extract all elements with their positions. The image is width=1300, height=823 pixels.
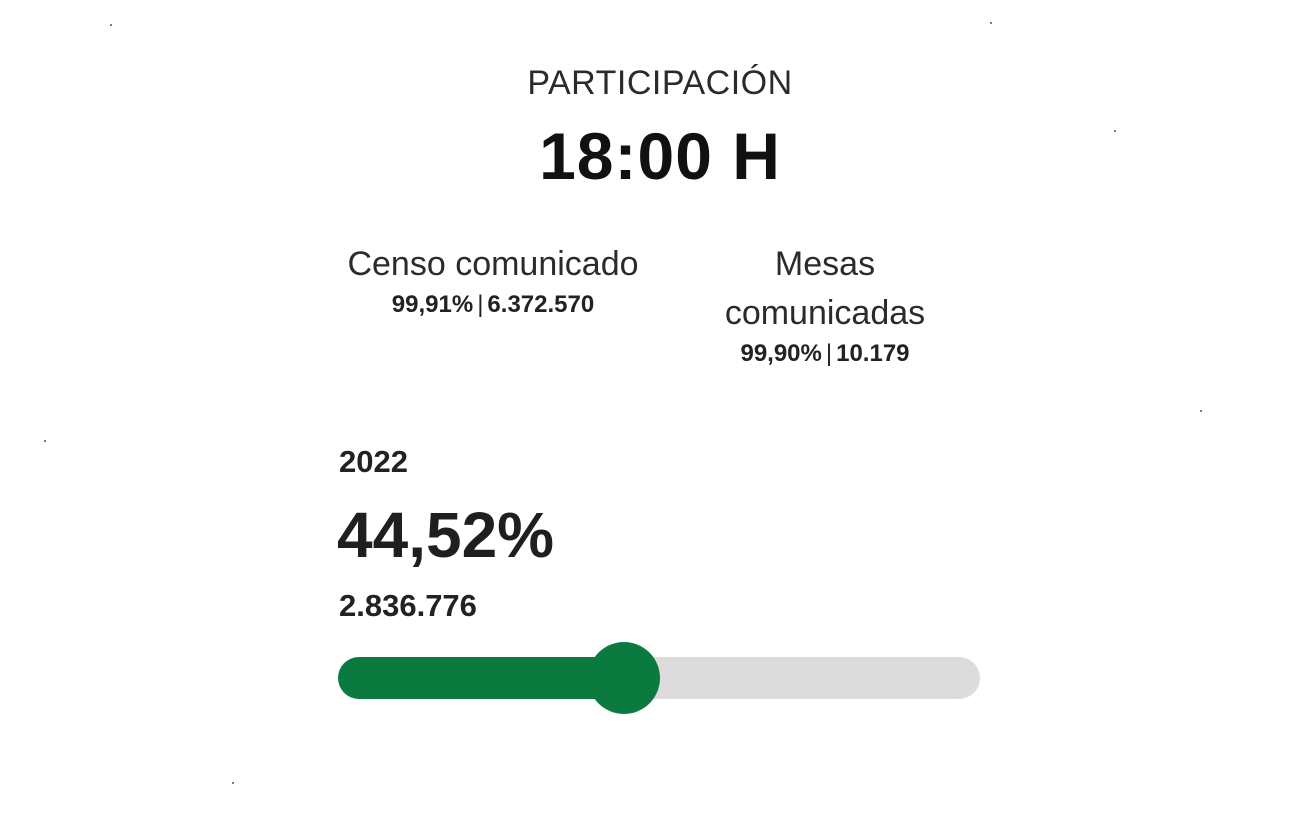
turnout-votes: 2.836.776: [339, 588, 477, 623]
turnout-progress-fill: [338, 657, 624, 699]
noise-dot: [110, 24, 112, 26]
tables-label: Mesas comunicadas: [724, 245, 926, 332]
census-label: Censo comunicado: [347, 245, 639, 283]
noise-dot: [44, 440, 46, 442]
census-separator: |: [477, 291, 484, 318]
noise-dot: [232, 782, 234, 784]
tables-stat: Mesas comunicadas 99,90% | 10.179: [675, 240, 975, 368]
report-time: 18:00 H: [539, 119, 781, 193]
census-percent: 99,91%: [391, 291, 474, 318]
comparison-year: 2022: [339, 444, 408, 479]
section-title: PARTICIPACIÓN: [527, 64, 793, 102]
noise-dot: [990, 22, 992, 24]
turnout-percent: 44,52%: [337, 499, 555, 571]
turnout-progress-track: [338, 642, 980, 714]
tables-percent: 99,90%: [740, 340, 822, 367]
census-stat: Censo comunicado 99,91% | 6.372.570: [343, 240, 643, 319]
turnout-progress-knob[interactable]: [587, 642, 660, 714]
tables-count: 10.179: [836, 340, 910, 367]
tables-separator: |: [825, 340, 833, 367]
noise-dot: [1114, 130, 1116, 132]
noise-dot: [1200, 410, 1202, 412]
tables-values: 99,90% | 10.179: [675, 340, 975, 368]
census-values: 99,91% | 6.372.570: [343, 291, 643, 319]
census-count: 6.372.570: [487, 291, 595, 318]
